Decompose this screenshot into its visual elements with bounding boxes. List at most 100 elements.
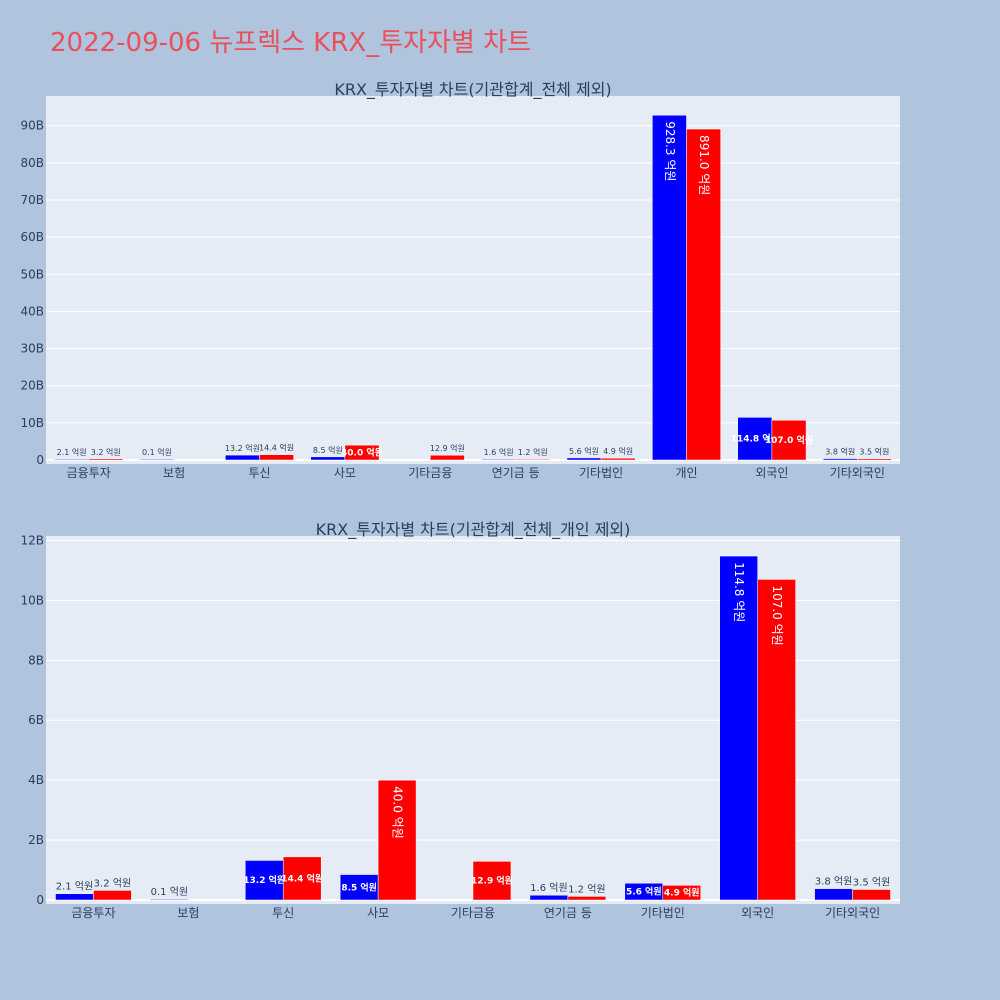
y-tick-label: 4B bbox=[28, 773, 44, 787]
x-tick-label: 투신 bbox=[248, 466, 270, 480]
y-tick-label: 2B bbox=[28, 833, 44, 847]
data-label: 3.2 억원 bbox=[91, 447, 121, 457]
x-tick-label: 외국인 bbox=[741, 906, 774, 920]
bar bbox=[662, 885, 701, 901]
y-tick-label: 10B bbox=[20, 416, 44, 430]
data-label: 4.9 억원 bbox=[664, 887, 700, 899]
x-tick-label: 기타외국인 bbox=[825, 906, 880, 920]
y-tick-label: 0 bbox=[36, 453, 44, 467]
bar bbox=[566, 457, 602, 461]
data-label: 1.6 억원 bbox=[484, 447, 514, 457]
bar bbox=[814, 888, 853, 901]
bar bbox=[430, 454, 465, 461]
bar bbox=[339, 874, 379, 901]
x-tick-label: 기타법인 bbox=[579, 466, 623, 480]
data-label: 928.3 억원 bbox=[663, 121, 677, 181]
x-tick-label: 기타법인 bbox=[641, 906, 685, 920]
bar bbox=[93, 890, 132, 901]
bar bbox=[54, 458, 89, 461]
x-tick-label: 연기금 등 bbox=[492, 466, 540, 480]
chart-title: KRX_투자자별 차트(기관합계_전체_개인 제외) bbox=[316, 520, 631, 540]
bar bbox=[282, 856, 322, 901]
data-label: 12.9 억원 bbox=[430, 443, 465, 453]
bar bbox=[472, 861, 512, 901]
data-label: 13.2 억원 bbox=[243, 874, 285, 886]
data-label: 2.1 억원 bbox=[57, 447, 87, 457]
data-label: 40.0 억원 bbox=[341, 447, 383, 459]
x-tick-label: 기타외국인 bbox=[830, 466, 885, 480]
x-tick-label: 투신 bbox=[272, 906, 294, 920]
bar bbox=[481, 458, 516, 461]
data-label: 2.1 억원 bbox=[56, 881, 93, 893]
data-label: 5.6 억원 bbox=[626, 886, 662, 898]
data-label: 3.5 억원 bbox=[859, 447, 889, 457]
x-tick-label: 사모 bbox=[367, 906, 389, 920]
data-label: 5.6 억원 bbox=[569, 446, 599, 456]
data-label: 1.6 억원 bbox=[530, 882, 567, 894]
x-tick-label: 금융투자 bbox=[71, 906, 115, 920]
bar bbox=[515, 458, 551, 461]
x-tick-label: 보험 bbox=[163, 466, 185, 480]
y-tick-label: 90B bbox=[20, 119, 44, 133]
bar bbox=[55, 893, 94, 901]
x-tick-label: 보험 bbox=[177, 906, 199, 920]
bar bbox=[259, 454, 294, 461]
data-label: 1.2 억원 bbox=[518, 447, 548, 457]
y-tick-label: 8B bbox=[28, 653, 44, 667]
data-label: 3.2 억원 bbox=[94, 877, 131, 889]
y-tick-label: 30B bbox=[20, 342, 44, 356]
data-label: 14.4 억원 bbox=[281, 872, 323, 884]
data-label: 107.0 억원 bbox=[765, 434, 813, 446]
bar bbox=[771, 420, 807, 461]
bar bbox=[652, 114, 687, 461]
bar bbox=[857, 458, 892, 461]
data-label: 14.4 억원 bbox=[259, 443, 294, 453]
x-tick-label: 금융투자 bbox=[67, 466, 111, 480]
bar bbox=[686, 128, 721, 461]
data-label: 0.1 억원 bbox=[151, 886, 188, 898]
y-tick-label: 50B bbox=[20, 267, 44, 281]
y-tick-label: 20B bbox=[20, 379, 44, 393]
x-tick-label: 기타금융 bbox=[408, 466, 452, 480]
data-label: 8.5 억원 bbox=[313, 445, 343, 455]
data-label: 114.8 억원 bbox=[731, 433, 779, 445]
y-tick-label: 6B bbox=[28, 713, 44, 727]
bar bbox=[719, 555, 758, 901]
bar bbox=[150, 898, 189, 901]
bar bbox=[225, 454, 260, 461]
bar bbox=[822, 458, 858, 461]
bar bbox=[139, 458, 175, 461]
data-label: 0.1 억원 bbox=[142, 447, 172, 457]
data-label: 8.5 억원 bbox=[341, 881, 377, 893]
data-label: 12.9 억원 bbox=[471, 875, 513, 887]
data-label: 107.0 억원 bbox=[770, 585, 784, 645]
bar bbox=[344, 444, 380, 461]
y-tick-label: 10B bbox=[20, 593, 44, 607]
y-tick-label: 12B bbox=[20, 533, 44, 547]
data-label: 3.8 억원 bbox=[815, 876, 852, 888]
y-tick-label: 70B bbox=[20, 193, 44, 207]
y-tick-label: 0 bbox=[36, 893, 44, 907]
chart-title: KRX_투자자별 차트(기관합계_전체 제외) bbox=[334, 80, 611, 100]
bar bbox=[852, 889, 891, 901]
x-tick-label: 개인 bbox=[675, 466, 697, 480]
bar bbox=[310, 456, 346, 461]
data-label: 40.0 억원 bbox=[391, 786, 405, 839]
data-label: 3.5 억원 bbox=[853, 877, 890, 889]
plot-area bbox=[46, 96, 900, 464]
data-label: 891.0 억원 bbox=[697, 135, 711, 195]
bar bbox=[245, 860, 284, 901]
page-title: 2022-09-06 뉴프렉스 KRX_투자자별 차트 bbox=[50, 28, 532, 58]
y-tick-label: 60B bbox=[20, 230, 44, 244]
data-label: 1.2 억원 bbox=[568, 883, 605, 895]
data-label: 13.2 억원 bbox=[225, 443, 260, 453]
y-tick-label: 40B bbox=[20, 304, 44, 318]
x-tick-label: 외국인 bbox=[755, 466, 788, 480]
data-label: 4.9 억원 bbox=[603, 446, 633, 456]
data-label: 3.8 억원 bbox=[825, 447, 855, 457]
chart-2: KRX_투자자별 차트(기관합계_전체_개인 제외) 0 2B 4B 6B 8B 10B 12… bbox=[20, 520, 900, 920]
bar bbox=[737, 417, 773, 461]
bar bbox=[757, 579, 796, 901]
bar bbox=[567, 896, 607, 901]
